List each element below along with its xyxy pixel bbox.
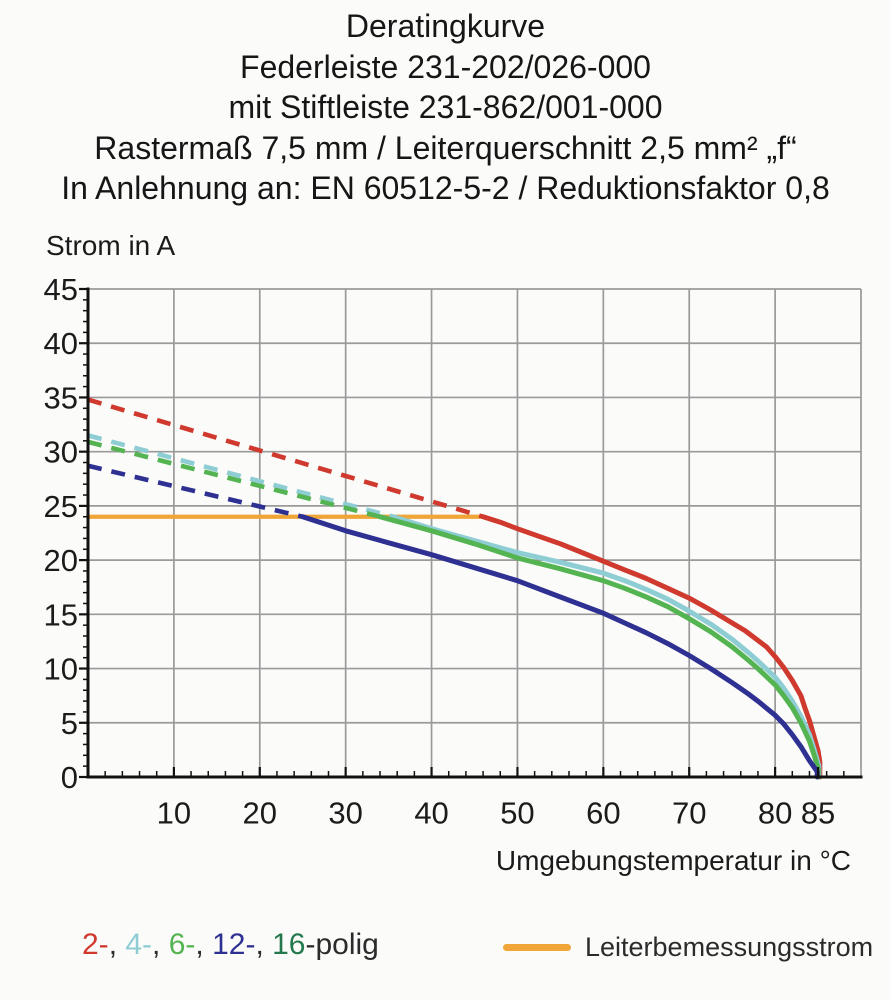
x-tick-label: 30 [328, 795, 362, 830]
y-tick-label: 0 [61, 760, 78, 795]
x-tick-label: 20 [243, 795, 277, 830]
x-tick-label: 40 [414, 795, 448, 830]
chart-title-line-3: mit Stiftleiste 231-862/001-000 [228, 89, 663, 125]
legend-pole-4polig: 4- [125, 928, 153, 961]
y-tick-label: 40 [44, 326, 78, 361]
legend-pole-6polig: 6- [168, 928, 196, 961]
y-tick-label: 25 [44, 489, 78, 524]
chart-title-line-1: Deratingkurve [345, 8, 546, 44]
x-axis-title: Umgebungstemperatur in °C [495, 845, 851, 876]
x-tick-label: 10 [157, 795, 191, 830]
x-tick-label: 50 [500, 795, 534, 830]
legend-pole-2polig: 2- [82, 928, 109, 961]
y-tick-label: 20 [44, 543, 78, 578]
curve-2-polig-solid [480, 514, 823, 780]
legend-poles: 2-, 4-, 6-, 12-, 16-polig [82, 928, 379, 962]
curve-12-polig-solid [300, 514, 820, 780]
curve-2-polig-dashed [87, 397, 484, 519]
curve-4-polig-dashed [87, 433, 394, 519]
legend-separator: , [152, 928, 169, 961]
rated-current-label: Leiterbemessungsstrom [585, 931, 874, 962]
x-tick-label: 85 [801, 795, 835, 830]
chart-title-line-5: In Anlehnung an: EN 60512-5-2 / Reduktio… [61, 170, 830, 206]
legend-rated-current: Leiterbemessungsstrom [503, 925, 873, 969]
curve-6-polig-solid [377, 514, 821, 780]
chart-title-line-4: Rastermaß 7,5 mm / Leiterquerschnitt 2,5… [94, 129, 797, 166]
y-tick-label: 35 [44, 380, 78, 415]
legend-separator: , [108, 928, 126, 961]
legend-separator: , [255, 928, 273, 961]
chart-title-block: Deratingkurve Federleiste 231-202/026-00… [0, 6, 891, 209]
legend-pole-12polig: 12- [212, 928, 256, 961]
legend-separator: , [195, 928, 213, 961]
y-tick-label: 10 [44, 652, 78, 687]
curve-12-polig-dashed [87, 463, 304, 519]
y-axis-title: Strom in A [46, 230, 176, 261]
x-tick-label: 60 [586, 795, 620, 830]
y-tick-label: 5 [61, 706, 78, 741]
legend-poles-suffix: -polig [305, 928, 379, 961]
rated-current-line-swatch [503, 943, 571, 951]
legend-pole-16polig: 16 [272, 928, 306, 961]
x-tick-label: 70 [672, 795, 706, 830]
y-tick-label: 30 [44, 435, 78, 470]
chart-title-line-2: Federleiste 231-202/026-000 [240, 48, 651, 85]
curve-4-polig-solid [390, 514, 822, 780]
curve-6-polig-dashed [87, 439, 381, 519]
x-tick-label: 80 [758, 795, 792, 830]
y-tick-label: 45 [44, 272, 78, 307]
y-tick-label: 15 [44, 597, 78, 632]
